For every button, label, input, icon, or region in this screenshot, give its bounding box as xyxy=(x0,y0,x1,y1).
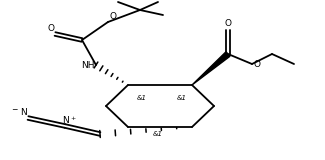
Text: O: O xyxy=(109,12,116,21)
Text: +: + xyxy=(70,116,75,121)
Text: &1: &1 xyxy=(153,131,163,137)
Text: N: N xyxy=(20,108,27,117)
Text: O: O xyxy=(225,19,231,28)
Text: N: N xyxy=(62,116,68,125)
Text: NH: NH xyxy=(82,60,95,69)
Text: −: − xyxy=(12,105,18,114)
Polygon shape xyxy=(192,52,230,85)
Text: O: O xyxy=(47,24,54,33)
Text: &1: &1 xyxy=(177,95,187,101)
Text: &1: &1 xyxy=(137,95,147,101)
Text: O: O xyxy=(253,60,260,68)
